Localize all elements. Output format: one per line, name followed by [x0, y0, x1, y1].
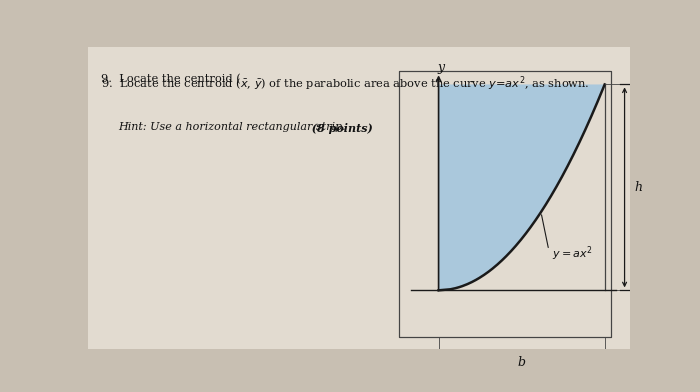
- Text: 9.  Locate the centroid (: 9. Locate the centroid (: [101, 74, 241, 85]
- Text: $y = ax^2$: $y = ax^2$: [552, 244, 592, 263]
- Text: 9.  Locate the centroid ($\bar{x}$, $\bar{y}$) of the parabolic area above the c: 9. Locate the centroid ($\bar{x}$, $\bar…: [101, 74, 589, 93]
- Text: Hint: Use a horizontal rectangular strip.: Hint: Use a horizontal rectangular strip…: [118, 122, 349, 132]
- Text: (8 points): (8 points): [118, 122, 373, 134]
- Bar: [400, 71, 611, 337]
- Text: b: b: [517, 356, 526, 369]
- Text: h: h: [634, 181, 643, 194]
- Text: y: y: [438, 62, 445, 74]
- Polygon shape: [439, 84, 605, 290]
- Bar: [400, 71, 611, 337]
